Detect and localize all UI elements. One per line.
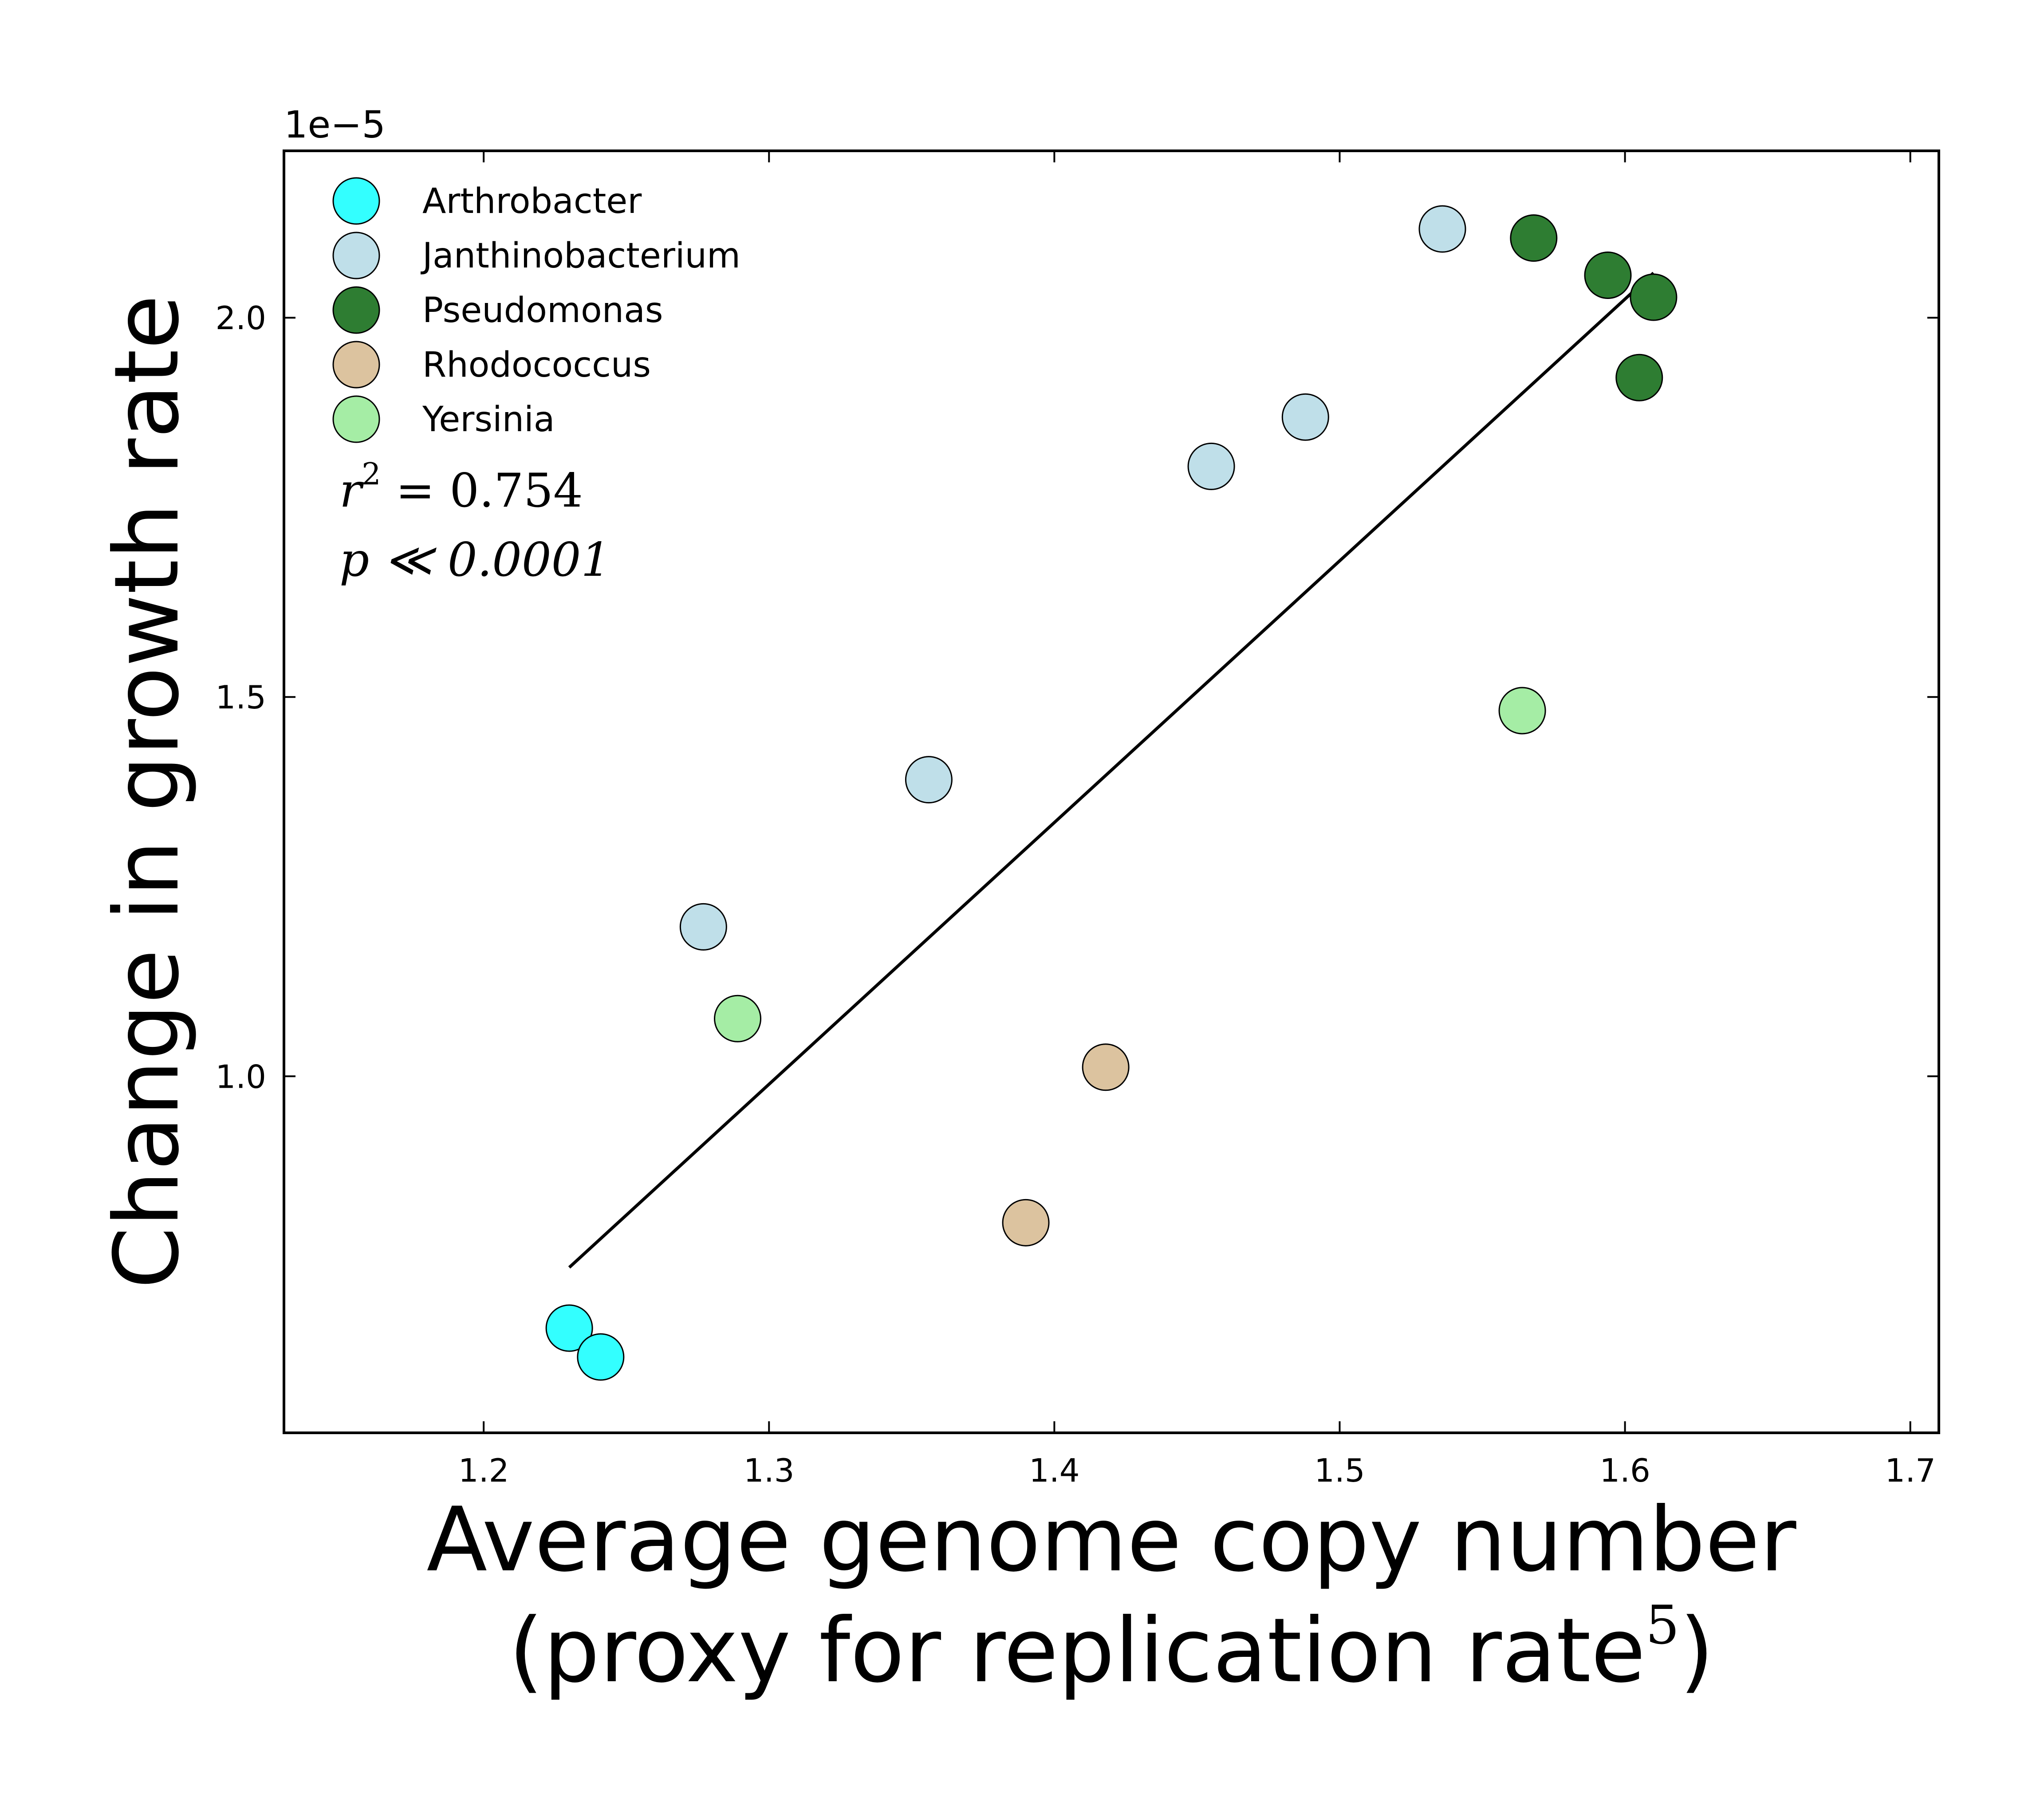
legend-label-yersinia: Yersinia [422, 400, 555, 440]
p-value-annotation: p ≪ 0.0001 [339, 533, 610, 587]
point-pseudomonas [1584, 251, 1632, 299]
point-janthinobacterium [679, 903, 727, 951]
legend-marker-arthrobacter [332, 177, 380, 225]
legend-marker-janthinobacterium [332, 232, 380, 279]
legend: Arthrobacter Janthinobacterium Pseudomonas… [332, 177, 740, 443]
data-points [545, 205, 1678, 1381]
regression-line [568, 271, 1655, 1269]
x-axis-label-superscript: 5 [1646, 1595, 1679, 1656]
legend-label-janthinobacterium: Janthinobacterium [420, 236, 740, 276]
point-janthinobacterium [1418, 205, 1466, 253]
point-yersinia [714, 995, 762, 1042]
x-tick-label: 1.7 [1885, 1452, 1936, 1489]
r-squared-annotation: r2 = 0.754 [339, 457, 583, 518]
legend-label-arthrobacter: Arthrobacter [422, 181, 642, 221]
y-axis-label: Change in growth rate [95, 295, 199, 1289]
legend-label-pseudomonas: Pseudomonas [422, 291, 663, 330]
x-axis-label-line2: (proxy for replication rate5) [509, 1595, 1714, 1703]
point-rhodococcus [1082, 1043, 1130, 1091]
point-janthinobacterium [1281, 393, 1329, 441]
point-janthinobacterium [905, 756, 953, 804]
point-arthrobacter [577, 1333, 625, 1381]
point-pseudomonas [1615, 354, 1663, 401]
legend-marker-rhodococcus [332, 341, 380, 389]
legend-marker-pseudomonas [332, 286, 380, 334]
plot-frame [283, 149, 1940, 1434]
x-tick-label: 1.4 [1029, 1452, 1080, 1489]
x-axis-label-line2-prefix: (proxy for replication rate [509, 1599, 1646, 1703]
x-axis-label-line1: Average genome copy number [426, 1488, 1796, 1592]
x-tick-label: 1.5 [1314, 1452, 1365, 1489]
y-offset-label: 1e−5 [284, 103, 386, 146]
legend-label-rhodococcus: Rhodococcus [422, 345, 651, 385]
point-arthrobacter [545, 1304, 593, 1352]
y-tick-label: 1.5 [215, 679, 266, 716]
axis-ticks [284, 151, 1939, 1433]
x-tick-label: 1.2 [458, 1452, 509, 1489]
point-pseudomonas [1510, 214, 1558, 262]
r-squared-value: = 0.754 [381, 464, 583, 518]
legend-marker-yersinia [332, 395, 380, 443]
point-janthinobacterium [1187, 442, 1235, 490]
plot-area: 1.2 1.3 1.4 1.5 1.6 1.7 1.0 1.5 2.0 [215, 149, 1940, 1489]
point-rhodococcus [1002, 1199, 1050, 1247]
tick-labels: 1.2 1.3 1.4 1.5 1.6 1.7 1.0 1.5 2.0 [215, 299, 1935, 1489]
y-tick-label: 1.0 [215, 1058, 266, 1095]
x-axis-label-line2-suffix: ) [1679, 1599, 1714, 1703]
point-pseudomonas [1630, 273, 1678, 321]
point-yersinia [1498, 687, 1546, 735]
r-symbol: r [339, 464, 364, 518]
x-tick-label: 1.6 [1599, 1452, 1650, 1489]
y-tick-label: 2.0 [215, 299, 266, 337]
r-superscript: 2 [362, 457, 381, 492]
x-tick-label: 1.3 [744, 1452, 795, 1489]
